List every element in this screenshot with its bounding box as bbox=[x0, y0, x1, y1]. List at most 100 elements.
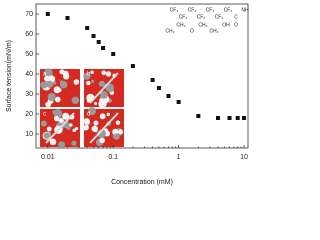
structure-text: CH₂ bbox=[198, 22, 207, 28]
structure-text: CF₃ bbox=[170, 7, 179, 13]
inset-atom bbox=[46, 126, 52, 132]
inset-atom bbox=[63, 73, 70, 80]
inset-atom bbox=[106, 112, 111, 117]
inset-atom bbox=[58, 141, 66, 149]
y-tick-label: 50 bbox=[25, 51, 33, 58]
structure-text: CH₂ bbox=[165, 28, 174, 34]
data-point bbox=[227, 116, 232, 120]
inset-atom bbox=[90, 70, 94, 75]
inset-atom bbox=[66, 125, 71, 130]
structure-text: CF₂ bbox=[224, 7, 233, 13]
inset-atom bbox=[43, 132, 51, 139]
inset-bond bbox=[89, 112, 119, 144]
structure-text: CF₂ bbox=[179, 14, 188, 20]
x-tick-label: 0.1 bbox=[108, 154, 118, 161]
y-tick-label: 20 bbox=[25, 111, 33, 118]
inset-atom bbox=[101, 70, 107, 76]
x-tick-label: 10 bbox=[240, 154, 248, 161]
data-point bbox=[85, 26, 90, 30]
inset-atom bbox=[115, 120, 121, 125]
structure-text: O bbox=[234, 22, 238, 28]
inset-atom bbox=[83, 118, 91, 125]
y-tick-label: 60 bbox=[25, 31, 33, 38]
inset-atom bbox=[99, 137, 106, 144]
data-point bbox=[235, 116, 240, 120]
structure-text: C bbox=[234, 14, 238, 20]
data-point bbox=[196, 114, 201, 118]
inset-atom bbox=[71, 140, 77, 146]
inset-atom bbox=[98, 99, 107, 109]
data-point bbox=[91, 34, 96, 38]
y-axis-label: Surface tension(mN/m) bbox=[6, 40, 13, 112]
x-axis-label: Concentration (mM) bbox=[111, 179, 173, 186]
y-tick-label: 40 bbox=[25, 71, 33, 78]
inset-atom bbox=[86, 80, 91, 86]
structure-text: CF₂ bbox=[197, 14, 206, 20]
structure-text: O bbox=[190, 28, 194, 34]
inset-atom bbox=[105, 71, 112, 77]
inset-atom bbox=[40, 81, 48, 89]
inset-atom bbox=[54, 96, 61, 103]
inset-atom bbox=[46, 80, 54, 88]
structure-text: CF₂ bbox=[215, 14, 224, 20]
inset-atom bbox=[52, 81, 57, 85]
inset-atom bbox=[74, 126, 79, 131]
data-point bbox=[45, 12, 50, 16]
data-point bbox=[216, 116, 221, 120]
data-point bbox=[96, 40, 101, 44]
inset-atom bbox=[47, 92, 56, 102]
inset-atom bbox=[44, 68, 53, 78]
data-point bbox=[130, 64, 135, 68]
inset-atom bbox=[118, 129, 124, 135]
data-point bbox=[101, 46, 106, 50]
inset-atom bbox=[53, 115, 60, 122]
inset-atom bbox=[73, 79, 80, 85]
inset-atom bbox=[87, 99, 91, 103]
structure-text: NH bbox=[241, 7, 249, 13]
inset-atom bbox=[58, 117, 64, 124]
data-point bbox=[65, 16, 70, 20]
inset-label: c bbox=[43, 112, 46, 118]
x-tick-label: 0.01 bbox=[41, 154, 55, 161]
inset-atom bbox=[40, 120, 47, 127]
structure-text: CF₂ bbox=[188, 7, 197, 13]
inset-atom bbox=[99, 113, 106, 120]
structure-text: CH₂ bbox=[209, 28, 218, 34]
data-point bbox=[176, 100, 181, 104]
inset-atom bbox=[53, 109, 63, 118]
inset-bond bbox=[45, 112, 75, 144]
inset-atom bbox=[83, 124, 89, 131]
inset-atom bbox=[72, 128, 76, 133]
inset-atom bbox=[53, 86, 61, 94]
inset-atom bbox=[69, 123, 73, 127]
data-point bbox=[166, 94, 171, 98]
y-tick-label: 10 bbox=[25, 131, 33, 138]
inset-atom bbox=[91, 79, 95, 83]
inset-atom bbox=[113, 133, 120, 140]
data-point bbox=[111, 52, 116, 56]
inset-atom bbox=[87, 107, 97, 116]
inset-bond bbox=[89, 72, 119, 104]
data-point bbox=[156, 86, 161, 90]
structure-text: CF₂ bbox=[206, 7, 215, 13]
inset-atom bbox=[71, 96, 80, 104]
inset-atom bbox=[93, 120, 99, 126]
x-tick-label: 1 bbox=[177, 154, 181, 161]
y-tick-label: 30 bbox=[25, 91, 33, 98]
data-point bbox=[242, 116, 247, 120]
chart: Concentration (mM) Surface tension(mN/m)… bbox=[6, 3, 249, 186]
data-point bbox=[150, 78, 155, 82]
inset-atom bbox=[62, 112, 70, 120]
y-tick-label: 70 bbox=[25, 11, 33, 18]
inset-label: a bbox=[43, 72, 47, 78]
inset-atom bbox=[91, 125, 98, 132]
plot-frame bbox=[35, 3, 249, 149]
inset-atom bbox=[59, 80, 68, 89]
inset-atom bbox=[105, 83, 115, 93]
inset-atom bbox=[49, 138, 57, 146]
structure-text: CH₂ bbox=[176, 22, 185, 28]
inset-atom bbox=[52, 110, 56, 114]
inset-atom bbox=[94, 101, 98, 106]
inset-atom bbox=[59, 69, 65, 75]
inset-label: b bbox=[87, 72, 91, 78]
